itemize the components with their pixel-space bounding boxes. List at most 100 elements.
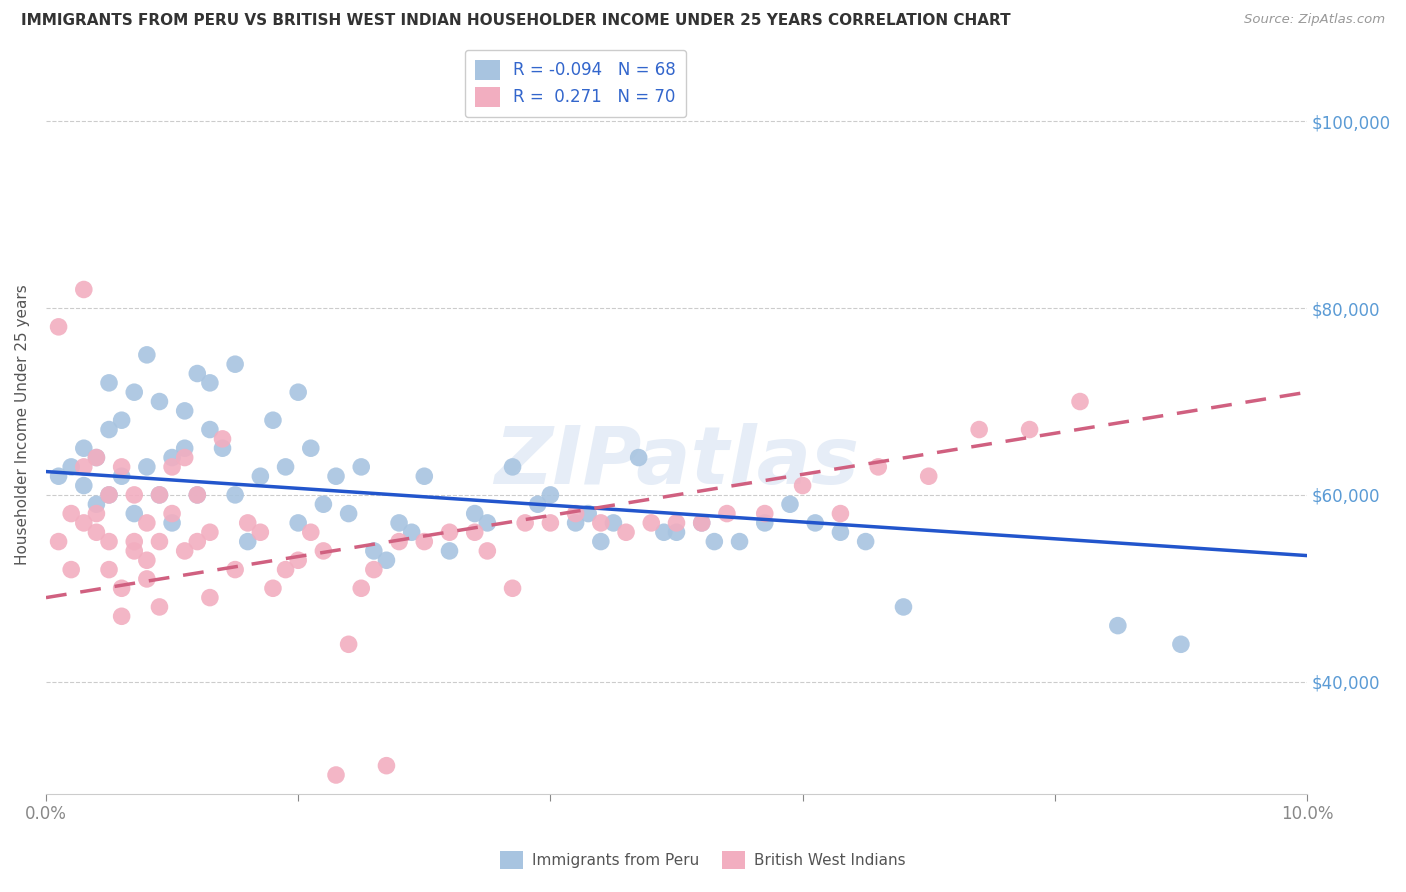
Point [754, 507, 776, 521]
Point [413, 534, 436, 549]
Point [148, 488, 170, 502]
Point [325, 469, 347, 483]
Point [627, 450, 650, 465]
Point [86, 507, 108, 521]
Point [602, 516, 624, 530]
Point [211, 441, 233, 455]
Point [337, 507, 360, 521]
Point [198, 423, 221, 437]
Point [779, 497, 801, 511]
Point [160, 450, 183, 465]
Point [728, 534, 751, 549]
Point [236, 516, 259, 530]
Point [464, 507, 486, 521]
Point [98, 488, 121, 502]
Point [111, 469, 134, 483]
Point [287, 516, 309, 530]
Point [375, 758, 398, 772]
Point [173, 404, 195, 418]
Point [287, 385, 309, 400]
Point [804, 516, 827, 530]
Point [98, 563, 121, 577]
Point [48, 534, 70, 549]
Point [73, 441, 96, 455]
Point [186, 534, 208, 549]
Text: Source: ZipAtlas.com: Source: ZipAtlas.com [1244, 13, 1385, 27]
Point [98, 423, 121, 437]
Point [299, 441, 322, 455]
Point [98, 488, 121, 502]
Point [122, 488, 145, 502]
Point [1170, 637, 1192, 651]
Point [148, 534, 170, 549]
Point [690, 516, 713, 530]
Point [73, 478, 96, 492]
Point [173, 441, 195, 455]
Point [1107, 618, 1129, 632]
Point [830, 525, 852, 540]
Point [160, 507, 183, 521]
Point [665, 525, 688, 540]
Point [640, 516, 662, 530]
Point [160, 459, 183, 474]
Point [589, 534, 612, 549]
Point [576, 507, 599, 521]
Point [86, 450, 108, 465]
Point [249, 525, 271, 540]
Text: ZIPatlas: ZIPatlas [494, 423, 859, 500]
Point [477, 516, 499, 530]
Point [652, 525, 675, 540]
Point [589, 516, 612, 530]
Point [716, 507, 738, 521]
Point [198, 525, 221, 540]
Point [967, 423, 990, 437]
Point [249, 469, 271, 483]
Point [135, 516, 157, 530]
Point [855, 534, 877, 549]
Point [122, 507, 145, 521]
Point [122, 534, 145, 549]
Point [148, 394, 170, 409]
Point [1018, 423, 1040, 437]
Point [401, 525, 423, 540]
Point [439, 544, 461, 558]
Point [375, 553, 398, 567]
Point [830, 507, 852, 521]
Point [274, 459, 297, 474]
Point [236, 534, 259, 549]
Y-axis label: Householder Income Under 25 years: Householder Income Under 25 years [15, 285, 30, 566]
Point [363, 563, 385, 577]
Point [538, 516, 561, 530]
Point [198, 376, 221, 390]
Point [312, 544, 335, 558]
Point [148, 488, 170, 502]
Point [135, 348, 157, 362]
Point [350, 581, 373, 595]
Point [86, 525, 108, 540]
Point [287, 553, 309, 567]
Point [754, 516, 776, 530]
Point [262, 413, 284, 427]
Point [198, 591, 221, 605]
Point [48, 469, 70, 483]
Point [211, 432, 233, 446]
Point [111, 581, 134, 595]
Point [173, 544, 195, 558]
Point [122, 385, 145, 400]
Point [173, 450, 195, 465]
Point [538, 488, 561, 502]
Point [60, 459, 83, 474]
Point [388, 534, 411, 549]
Point [893, 599, 915, 614]
Point [464, 525, 486, 540]
Point [413, 469, 436, 483]
Point [86, 497, 108, 511]
Point [363, 544, 385, 558]
Point [1069, 394, 1091, 409]
Point [703, 534, 725, 549]
Point [614, 525, 637, 540]
Point [868, 459, 890, 474]
Legend: Immigrants from Peru, British West Indians: Immigrants from Peru, British West India… [494, 845, 912, 875]
Point [135, 553, 157, 567]
Point [111, 609, 134, 624]
